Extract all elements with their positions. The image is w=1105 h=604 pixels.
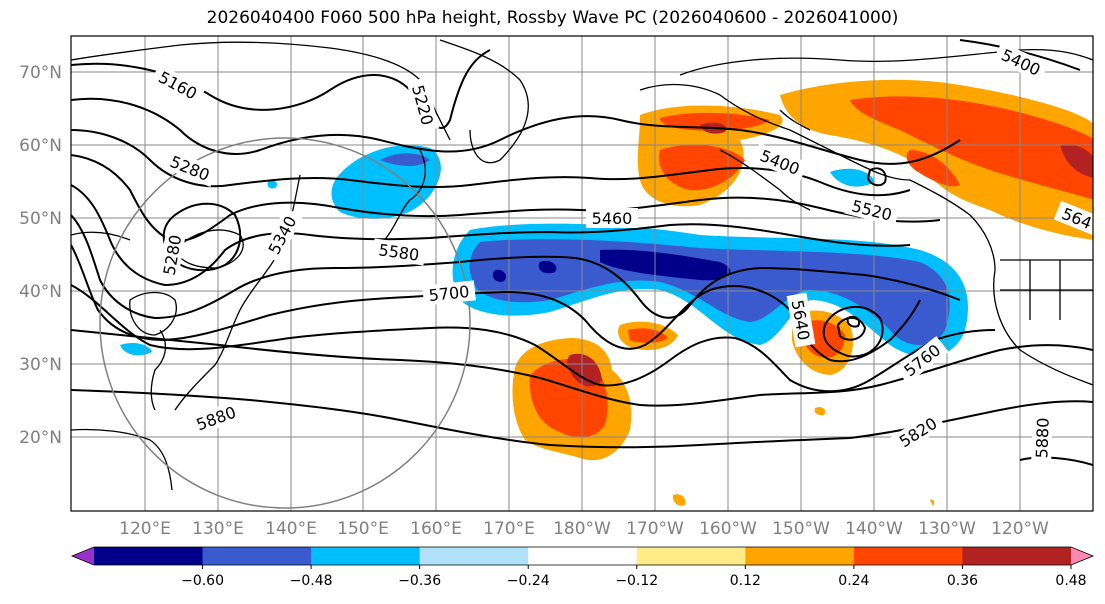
lat-label-40n: 40°N bbox=[19, 282, 62, 302]
colorbar-bin bbox=[745, 547, 855, 565]
colorbar-tick-label: −0.24 bbox=[507, 573, 550, 589]
colorbar-outline bbox=[70, 546, 1095, 566]
longitude-labels: 120°E 130°E 140°E 150°E 160°E 170°E 180°… bbox=[119, 519, 1049, 539]
colorbar-bin bbox=[636, 547, 746, 565]
colorbar: −0.60 −0.48 −0.36 −0.24 −0.12 0.12 0.24 0.36 0.4… bbox=[70, 546, 1095, 589]
colorbar-extension-low bbox=[72, 547, 94, 565]
colorbar-tick-label: 0.24 bbox=[838, 573, 869, 589]
colorbar-tick-label: −0.36 bbox=[398, 573, 441, 589]
lon-label-180w: 180°W bbox=[553, 519, 611, 539]
lon-label-120w: 120°W bbox=[991, 519, 1049, 539]
contour-label-5460: 5460 bbox=[592, 209, 633, 228]
lon-label-160w: 160°W bbox=[699, 519, 757, 539]
colorbar-bin bbox=[202, 547, 312, 565]
lat-label-20n: 20°N bbox=[19, 428, 62, 448]
map-frame bbox=[70, 35, 1094, 512]
lon-label-170w: 170°W bbox=[626, 519, 684, 539]
lat-label-50n: 50°N bbox=[19, 209, 62, 229]
lon-label-130e: 130°E bbox=[192, 519, 244, 539]
colorbar-bin bbox=[419, 547, 529, 565]
lon-label-170e: 170°E bbox=[483, 519, 535, 539]
colorbar-bin bbox=[94, 547, 204, 565]
colorbar-tick-label: 0.48 bbox=[1055, 573, 1086, 589]
colorbar-tick-label: −0.12 bbox=[615, 573, 658, 589]
colorbar-extension-high bbox=[1071, 547, 1093, 565]
lon-label-150e: 150°E bbox=[337, 519, 389, 539]
contour-label-5700: 5700 bbox=[428, 282, 470, 305]
lon-label-160e: 160°E bbox=[410, 519, 462, 539]
colorbar-tick-label: −0.48 bbox=[290, 573, 333, 589]
map-title: 2026040400 F060 500 hPa height, Rossby W… bbox=[206, 8, 899, 28]
colorbar-tick-label: −0.60 bbox=[181, 573, 224, 589]
lat-label-30n: 30°N bbox=[19, 355, 62, 375]
lon-label-140e: 140°E bbox=[265, 519, 317, 539]
contour-label-5880-b: 5880 bbox=[1032, 417, 1052, 458]
lat-label-60n: 60°N bbox=[19, 136, 62, 156]
negative-anomaly-shading bbox=[120, 145, 968, 357]
lon-label-150w: 150°W bbox=[772, 519, 830, 539]
graticule bbox=[71, 36, 1093, 511]
latitude-labels: 70°N 60°N 50°N 40°N 30°N 20°N bbox=[19, 63, 62, 448]
lon-label-120e: 120°E bbox=[119, 519, 171, 539]
colorbar-bin bbox=[528, 547, 638, 565]
colorbar-tick-label: 0.12 bbox=[730, 573, 761, 589]
reference-circle bbox=[99, 137, 471, 509]
colorbar-tick-label: 0.36 bbox=[947, 573, 978, 589]
colorbar-bin bbox=[311, 547, 421, 565]
lon-label-130w: 130°W bbox=[918, 519, 976, 539]
colorbar-bin bbox=[853, 547, 963, 565]
colorbar-bin bbox=[962, 547, 1072, 565]
lat-label-70n: 70°N bbox=[19, 63, 62, 83]
lon-label-140w: 140°W bbox=[845, 519, 903, 539]
